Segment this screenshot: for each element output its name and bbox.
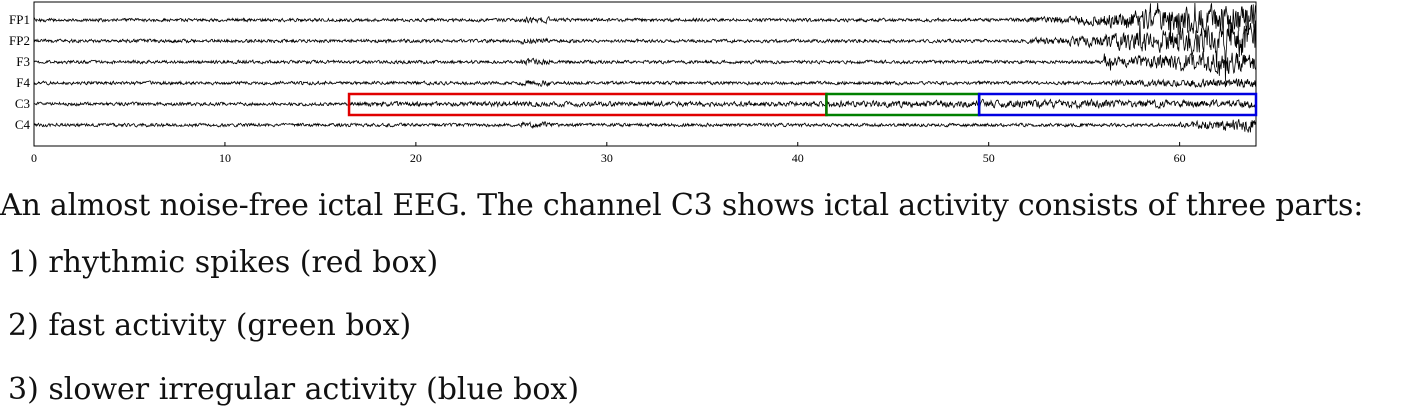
channel-label-fp1: FP1 [9,12,30,27]
c3-box-blue [977,92,1258,117]
x-tick-label-60: 60 [1174,151,1186,165]
channel-label-fp2: FP2 [9,33,30,48]
channel-label-f4: F4 [16,75,30,90]
plot-frame [33,1,1257,147]
x-tick-label-20: 20 [410,151,422,165]
eeg-figure: FP1 FP2 F3 F4 C3 C4 0 10 20 30 40 50 60 [0,0,1408,170]
caption-item-red: 1) rhythmic spikes (red box) [8,245,439,280]
trace-fp2 [33,20,1257,82]
trace-c3 [33,98,1257,110]
x-tick-label-40: 40 [792,151,804,165]
channel-label-c3: C3 [15,96,30,111]
eeg-plot: FP1 FP2 F3 F4 C3 C4 0 10 20 30 40 50 60 [9,1,1258,165]
caption-main: An almost noise-free ictal EEG. The chan… [0,188,1364,223]
caption-item-green: 2) fast activity (green box) [8,308,412,343]
x-tick-label-50: 50 [983,151,995,165]
trace-f4 [33,77,1257,89]
channel-label-f3: F3 [16,54,30,69]
caption-item-blue: 3) slower irregular activity (blue box) [8,372,580,407]
trace-c4 [33,119,1257,133]
x-tick-label-0: 0 [31,151,37,165]
trace-f3 [33,51,1257,76]
channel-label-c4: C4 [15,117,31,132]
x-tick-label-30: 30 [601,151,613,165]
trace-fp1 [33,2,1257,46]
x-tick-label-10: 10 [219,151,231,165]
